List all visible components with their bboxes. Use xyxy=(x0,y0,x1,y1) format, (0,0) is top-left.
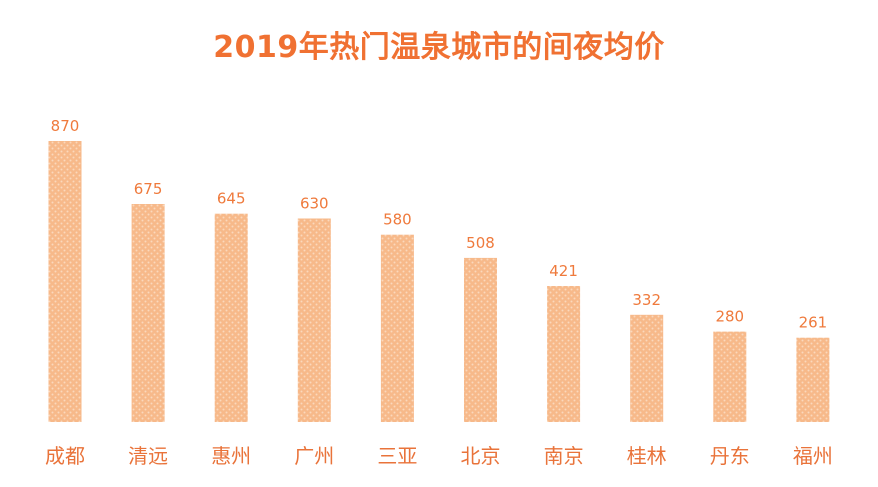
category-label-广州: 广州 xyxy=(294,444,334,468)
bar-成都 xyxy=(48,141,82,422)
value-label-南京: 421 xyxy=(549,262,578,280)
category-label-福州: 福州 xyxy=(793,444,833,468)
bar-丹东 xyxy=(713,331,747,422)
category-label-桂林: 桂林 xyxy=(627,444,667,468)
category-label-南京: 南京 xyxy=(544,444,584,468)
bar-南京 xyxy=(547,286,581,422)
value-label-三亚: 580 xyxy=(383,211,412,229)
category-label-惠州: 惠州 xyxy=(211,444,251,468)
value-labels-layer: 870 675 645 630 580 508 421 332 280 261 xyxy=(51,117,828,332)
bar-福州 xyxy=(796,337,830,422)
value-label-广州: 630 xyxy=(300,195,329,213)
category-label-丹东: 丹东 xyxy=(710,444,750,468)
category-label-成都: 成都 xyxy=(45,444,85,468)
value-label-成都: 870 xyxy=(51,117,80,135)
category-labels-layer: 成都 清远 惠州 广州 三亚 北京 南京 桂林 丹东 福州 xyxy=(45,444,833,468)
value-label-清远: 675 xyxy=(134,180,163,198)
bar-北京 xyxy=(464,257,497,422)
value-label-北京: 508 xyxy=(466,234,495,252)
value-label-桂林: 332 xyxy=(632,291,661,309)
category-label-北京: 北京 xyxy=(461,444,501,468)
value-label-丹东: 280 xyxy=(715,308,744,326)
bar-广州 xyxy=(297,218,331,422)
bar-惠州 xyxy=(214,213,248,422)
category-label-三亚: 三亚 xyxy=(377,444,417,468)
chart-title: 2019年热门温泉城市的间夜均价 xyxy=(213,30,665,65)
value-label-福州: 261 xyxy=(799,314,828,332)
bar-清远 xyxy=(131,204,165,422)
bar-三亚 xyxy=(380,234,414,422)
value-label-惠州: 645 xyxy=(217,190,246,208)
bar-桂林 xyxy=(630,314,664,422)
bars-layer xyxy=(48,141,830,422)
category-label-清远: 清远 xyxy=(128,444,168,468)
